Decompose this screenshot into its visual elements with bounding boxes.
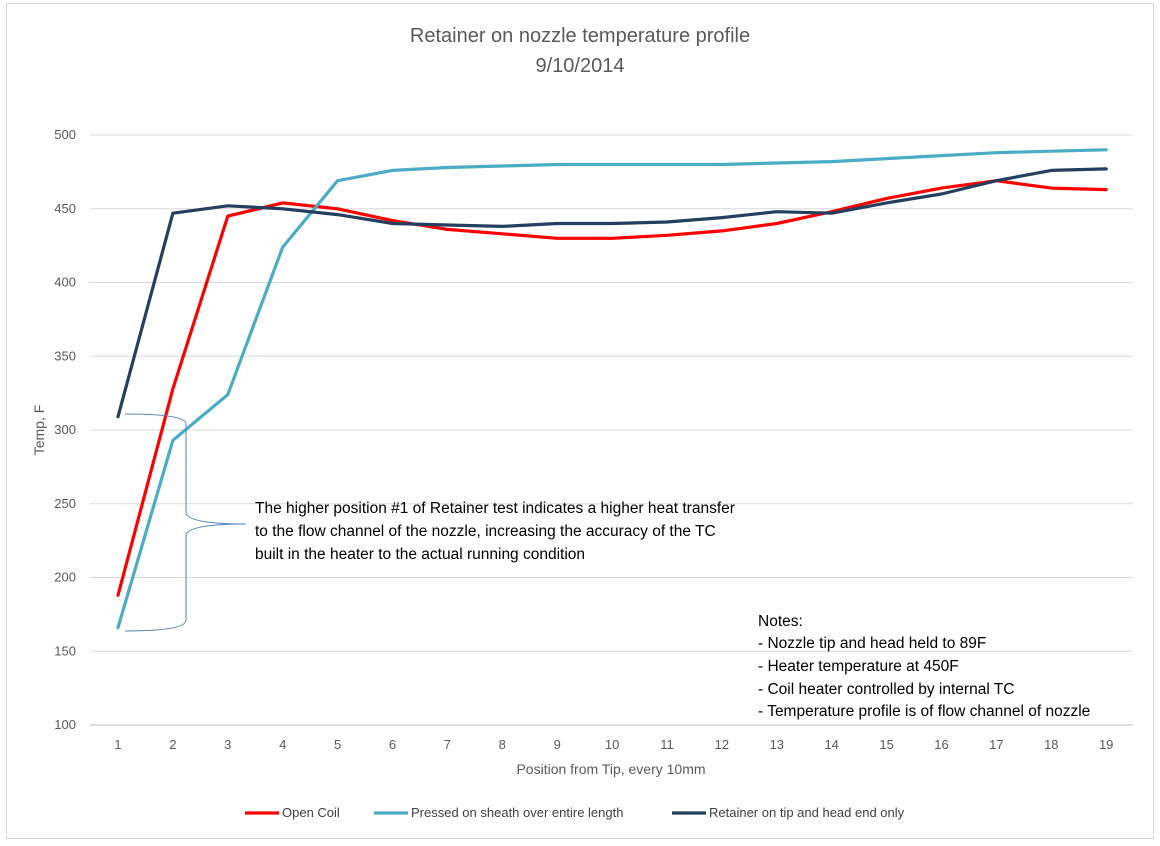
notes-block: Notes: - Nozzle tip and head held to 89F… xyxy=(758,613,1090,720)
x-tick-label: 1 xyxy=(114,737,121,752)
chart-title: Retainer on nozzle temperature profile xyxy=(410,25,750,47)
annotation-line: to the flow channel of the nozzle, incre… xyxy=(255,523,716,540)
notes-line: - Coil heater controlled by internal TC xyxy=(758,681,1014,698)
x-tick-label: 8 xyxy=(499,737,506,752)
x-tick-label: 14 xyxy=(824,737,838,752)
y-tick-label: 500 xyxy=(54,127,76,142)
x-tick-label: 18 xyxy=(1044,737,1058,752)
x-tick-label: 2 xyxy=(169,737,176,752)
legend-label: Retainer on tip and head end only xyxy=(709,805,905,820)
y-tick-label: 150 xyxy=(54,643,76,658)
notes-line: - Nozzle tip and head held to 89F xyxy=(758,635,986,652)
notes-line: Notes: xyxy=(758,613,803,630)
x-tick-label: 4 xyxy=(279,737,286,752)
annotation-bracket-lower xyxy=(124,523,247,632)
annotation-line: built in the heater to the actual runnin… xyxy=(255,546,585,563)
y-tick-label: 200 xyxy=(54,570,76,585)
x-tick-labels: 1 2 3 4 5 6 7 8 9 10 11 12 13 14 15 16 17 18 19 xyxy=(114,737,1113,752)
series-line-retainer-on-tip-and-head-end-only xyxy=(116,167,1108,419)
y-tick-label: 300 xyxy=(54,422,76,437)
x-tick-label: 6 xyxy=(389,737,396,752)
legend-label: Pressed on sheath over entire length xyxy=(411,805,623,820)
x-tick-label: 13 xyxy=(770,737,784,752)
x-tick-label: 12 xyxy=(715,737,729,752)
chart-frame xyxy=(6,3,1154,839)
x-tick-label: 7 xyxy=(444,737,451,752)
x-tick-label: 10 xyxy=(605,737,619,752)
y-tick-label: 400 xyxy=(54,275,76,290)
x-tick-label: 9 xyxy=(554,737,561,752)
series-line-pressed-on-sheath-over-entire-length xyxy=(116,148,1108,630)
x-axis-label: Position from Tip, every 10mm xyxy=(516,761,705,777)
annotation-text: The higher position #1 of Retainer test … xyxy=(255,500,735,563)
y-tick-label: 250 xyxy=(54,496,76,511)
x-tick-label: 11 xyxy=(660,737,674,752)
y-tick-label: 350 xyxy=(54,348,76,363)
y-tick-labels: 100 150 200 250 300 350 400 450 500 xyxy=(54,127,76,732)
notes-line: - Temperature profile is of flow channel… xyxy=(758,703,1090,720)
x-tick-label: 17 xyxy=(989,737,1003,752)
chart-subtitle: 9/10/2014 xyxy=(536,55,625,77)
x-tick-label: 19 xyxy=(1099,737,1113,752)
y-axis-label: Temp, F xyxy=(31,405,47,456)
y-tick-label: 450 xyxy=(54,201,76,216)
y-tick-label: 100 xyxy=(54,717,76,732)
legend-label: Open Coil xyxy=(282,805,340,820)
annotation-bracket-upper xyxy=(124,413,247,525)
series-line-open-coil xyxy=(116,179,1108,597)
series-lines xyxy=(116,148,1108,630)
legend: Open Coil Pressed on sheath over entire l… xyxy=(245,805,905,820)
notes-line: - Heater temperature at 450F xyxy=(758,658,959,675)
annotation-line: The higher position #1 of Retainer test … xyxy=(255,500,735,517)
x-tick-label: 3 xyxy=(224,737,231,752)
x-tick-label: 16 xyxy=(934,737,948,752)
x-tick-label: 15 xyxy=(879,737,893,752)
x-tick-label: 5 xyxy=(334,737,341,752)
